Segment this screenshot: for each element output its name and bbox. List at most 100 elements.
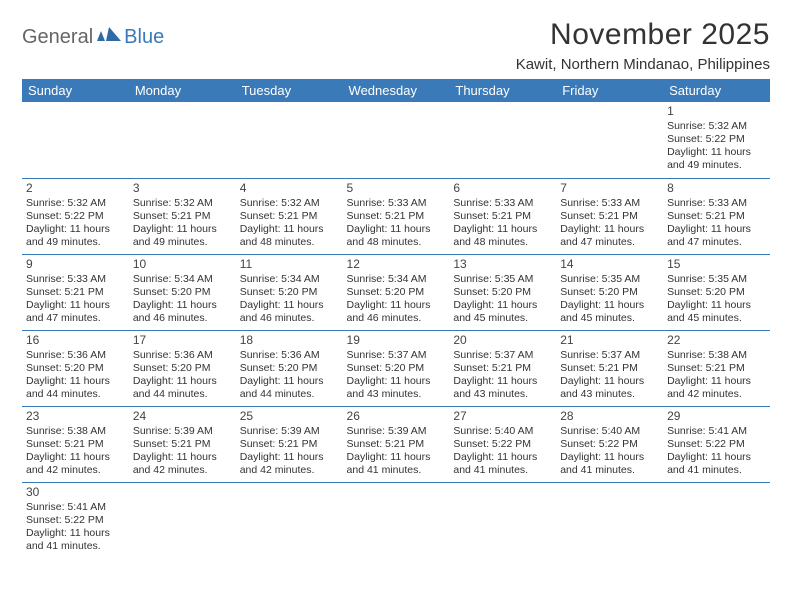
weekday-header: Sunday xyxy=(22,79,129,102)
calendar-week: 9Sunrise: 5:33 AMSunset: 5:21 PMDaylight… xyxy=(22,254,770,330)
calendar-day xyxy=(22,102,129,178)
daylight-text: Daylight: 11 hours and 43 minutes. xyxy=(453,375,552,401)
daylight-text: Daylight: 11 hours and 45 minutes. xyxy=(453,299,552,325)
calendar-day: 30Sunrise: 5:41 AMSunset: 5:22 PMDayligh… xyxy=(22,482,129,558)
calendar-day: 7Sunrise: 5:33 AMSunset: 5:21 PMDaylight… xyxy=(556,178,663,254)
calendar-header: SundayMondayTuesdayWednesdayThursdayFrid… xyxy=(22,79,770,102)
sunrise-text: Sunrise: 5:39 AM xyxy=(133,425,232,438)
day-number: 25 xyxy=(240,409,339,424)
sunrise-text: Sunrise: 5:35 AM xyxy=(560,273,659,286)
sunset-text: Sunset: 5:20 PM xyxy=(453,286,552,299)
daylight-text: Daylight: 11 hours and 48 minutes. xyxy=(347,223,446,249)
daylight-text: Daylight: 11 hours and 44 minutes. xyxy=(240,375,339,401)
sunrise-text: Sunrise: 5:36 AM xyxy=(133,349,232,362)
day-number: 10 xyxy=(133,257,232,272)
day-number: 16 xyxy=(26,333,125,348)
day-number: 30 xyxy=(26,485,125,500)
calendar-day xyxy=(663,482,770,558)
sunrise-text: Sunrise: 5:39 AM xyxy=(347,425,446,438)
sunrise-text: Sunrise: 5:33 AM xyxy=(26,273,125,286)
calendar-day: 17Sunrise: 5:36 AMSunset: 5:20 PMDayligh… xyxy=(129,330,236,406)
page-title: November 2025 xyxy=(516,18,770,52)
sunset-text: Sunset: 5:21 PM xyxy=(240,210,339,223)
sunrise-text: Sunrise: 5:32 AM xyxy=(667,120,766,133)
day-number: 23 xyxy=(26,409,125,424)
sunset-text: Sunset: 5:20 PM xyxy=(347,362,446,375)
sunrise-text: Sunrise: 5:40 AM xyxy=(560,425,659,438)
calendar-day: 23Sunrise: 5:38 AMSunset: 5:21 PMDayligh… xyxy=(22,406,129,482)
sunset-text: Sunset: 5:20 PM xyxy=(240,286,339,299)
sunset-text: Sunset: 5:21 PM xyxy=(133,438,232,451)
day-number: 28 xyxy=(560,409,659,424)
calendar-day xyxy=(236,102,343,178)
calendar-day: 28Sunrise: 5:40 AMSunset: 5:22 PMDayligh… xyxy=(556,406,663,482)
day-number: 17 xyxy=(133,333,232,348)
sunset-text: Sunset: 5:20 PM xyxy=(26,362,125,375)
sunrise-text: Sunrise: 5:34 AM xyxy=(133,273,232,286)
calendar-day: 12Sunrise: 5:34 AMSunset: 5:20 PMDayligh… xyxy=(343,254,450,330)
calendar-day: 22Sunrise: 5:38 AMSunset: 5:21 PMDayligh… xyxy=(663,330,770,406)
sunset-text: Sunset: 5:20 PM xyxy=(240,362,339,375)
daylight-text: Daylight: 11 hours and 41 minutes. xyxy=(347,451,446,477)
calendar-day: 13Sunrise: 5:35 AMSunset: 5:20 PMDayligh… xyxy=(449,254,556,330)
sunrise-text: Sunrise: 5:32 AM xyxy=(240,197,339,210)
daylight-text: Daylight: 11 hours and 46 minutes. xyxy=(347,299,446,325)
day-number: 29 xyxy=(667,409,766,424)
day-number: 12 xyxy=(347,257,446,272)
daylight-text: Daylight: 11 hours and 45 minutes. xyxy=(667,299,766,325)
sunrise-text: Sunrise: 5:34 AM xyxy=(240,273,339,286)
day-number: 7 xyxy=(560,181,659,196)
calendar-day xyxy=(343,482,450,558)
day-number: 19 xyxy=(347,333,446,348)
sunset-text: Sunset: 5:21 PM xyxy=(667,362,766,375)
title-block: November 2025 Kawit, Northern Mindanao, … xyxy=(516,18,770,73)
header: General Blue November 2025 Kawit, Northe… xyxy=(22,18,770,73)
daylight-text: Daylight: 11 hours and 42 minutes. xyxy=(240,451,339,477)
day-number: 21 xyxy=(560,333,659,348)
calendar-day: 9Sunrise: 5:33 AMSunset: 5:21 PMDaylight… xyxy=(22,254,129,330)
sunrise-text: Sunrise: 5:37 AM xyxy=(453,349,552,362)
day-number: 18 xyxy=(240,333,339,348)
sunrise-text: Sunrise: 5:41 AM xyxy=(667,425,766,438)
daylight-text: Daylight: 11 hours and 46 minutes. xyxy=(133,299,232,325)
daylight-text: Daylight: 11 hours and 43 minutes. xyxy=(347,375,446,401)
sunrise-text: Sunrise: 5:32 AM xyxy=(133,197,232,210)
weekday-header: Wednesday xyxy=(343,79,450,102)
calendar-day: 5Sunrise: 5:33 AMSunset: 5:21 PMDaylight… xyxy=(343,178,450,254)
sunrise-text: Sunrise: 5:34 AM xyxy=(347,273,446,286)
logo-blue: Blue xyxy=(124,26,164,49)
logo-general: General xyxy=(22,26,93,49)
calendar-day xyxy=(129,482,236,558)
daylight-text: Daylight: 11 hours and 41 minutes. xyxy=(26,527,125,553)
calendar-week: 23Sunrise: 5:38 AMSunset: 5:21 PMDayligh… xyxy=(22,406,770,482)
day-number: 27 xyxy=(453,409,552,424)
day-number: 5 xyxy=(347,181,446,196)
calendar-day: 4Sunrise: 5:32 AMSunset: 5:21 PMDaylight… xyxy=(236,178,343,254)
sunset-text: Sunset: 5:21 PM xyxy=(453,210,552,223)
day-number: 15 xyxy=(667,257,766,272)
sunset-text: Sunset: 5:22 PM xyxy=(26,210,125,223)
sunrise-text: Sunrise: 5:37 AM xyxy=(347,349,446,362)
sunset-text: Sunset: 5:22 PM xyxy=(453,438,552,451)
calendar-day: 16Sunrise: 5:36 AMSunset: 5:20 PMDayligh… xyxy=(22,330,129,406)
day-number: 1 xyxy=(667,104,766,119)
calendar-day: 27Sunrise: 5:40 AMSunset: 5:22 PMDayligh… xyxy=(449,406,556,482)
sunset-text: Sunset: 5:21 PM xyxy=(560,210,659,223)
day-number: 22 xyxy=(667,333,766,348)
calendar-day xyxy=(449,102,556,178)
day-number: 14 xyxy=(560,257,659,272)
sunrise-text: Sunrise: 5:40 AM xyxy=(453,425,552,438)
page-subtitle: Kawit, Northern Mindanao, Philippines xyxy=(516,56,770,73)
calendar-day xyxy=(129,102,236,178)
daylight-text: Daylight: 11 hours and 42 minutes. xyxy=(26,451,125,477)
daylight-text: Daylight: 11 hours and 42 minutes. xyxy=(133,451,232,477)
day-number: 24 xyxy=(133,409,232,424)
daylight-text: Daylight: 11 hours and 44 minutes. xyxy=(133,375,232,401)
calendar-day: 8Sunrise: 5:33 AMSunset: 5:21 PMDaylight… xyxy=(663,178,770,254)
sunset-text: Sunset: 5:20 PM xyxy=(667,286,766,299)
weekday-header: Tuesday xyxy=(236,79,343,102)
calendar-day: 14Sunrise: 5:35 AMSunset: 5:20 PMDayligh… xyxy=(556,254,663,330)
daylight-text: Daylight: 11 hours and 48 minutes. xyxy=(240,223,339,249)
weekday-header: Saturday xyxy=(663,79,770,102)
calendar-day: 11Sunrise: 5:34 AMSunset: 5:20 PMDayligh… xyxy=(236,254,343,330)
